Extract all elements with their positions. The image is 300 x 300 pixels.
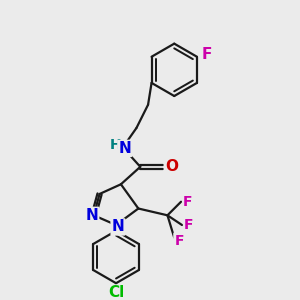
Text: F: F [174,233,184,248]
Text: N: N [85,208,98,223]
Text: N: N [112,219,124,234]
Text: O: O [165,159,178,174]
Text: N: N [118,141,131,156]
Text: F: F [184,218,194,232]
Text: F: F [183,195,193,209]
Text: F: F [201,47,212,62]
Text: H: H [109,139,121,152]
Text: Cl: Cl [108,285,124,300]
